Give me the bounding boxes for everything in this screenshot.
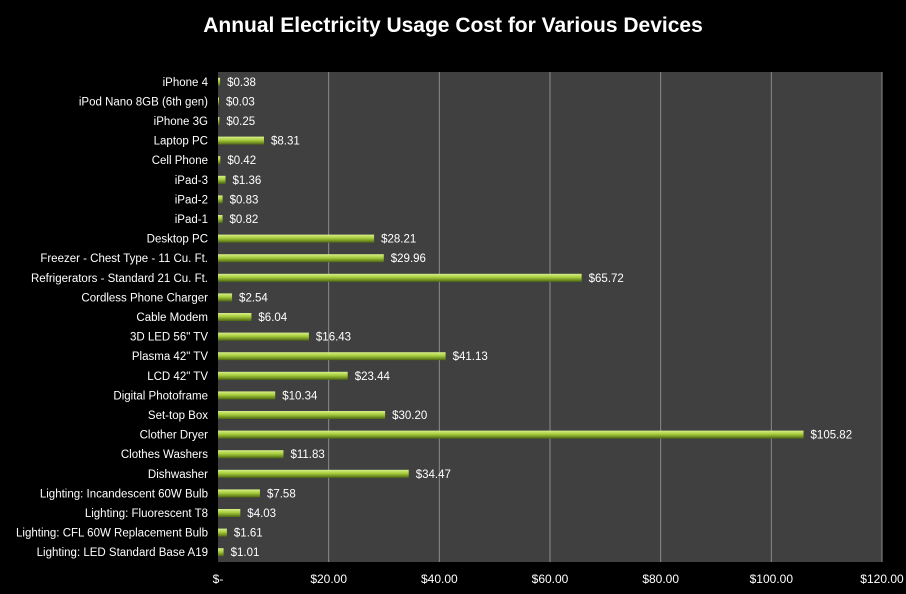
category-label: Lighting: Fluorescent T8 [85, 508, 208, 520]
bar [218, 273, 582, 282]
category-label: Clother Dryer [140, 430, 209, 442]
x-tick-label: $100.00 [750, 572, 794, 586]
value-label: $2.54 [239, 292, 268, 304]
bar [218, 371, 348, 380]
value-label: $30.20 [392, 410, 427, 422]
category-label: Cordless Phone Charger [81, 292, 208, 304]
value-label: $65.72 [589, 273, 624, 285]
bar [218, 489, 260, 498]
bar [218, 450, 284, 459]
category-label: Lighting: Incandescent 60W Bulb [40, 488, 208, 500]
bar [218, 136, 264, 145]
bar [218, 332, 309, 341]
category-labels: iPhone 4 iPod Nano 8GB (6th gen) iPhone 3G… [16, 77, 209, 559]
category-label: Digital Photoframe [113, 390, 208, 402]
x-tick-label: $80.00 [642, 572, 679, 586]
bar [218, 156, 221, 165]
value-label: $11.83 [290, 449, 324, 461]
bar [218, 430, 804, 439]
x-tick-label: $40.00 [421, 572, 458, 586]
value-label: $4.03 [247, 508, 276, 520]
bar [218, 352, 446, 361]
value-label: $0.03 [226, 96, 255, 108]
bar [218, 117, 220, 125]
value-label: $0.83 [230, 194, 259, 206]
bar [218, 548, 224, 557]
category-label: Refrigerators - Standard 21 Cu. Ft. [31, 273, 208, 285]
chart-title: Annual Electricity Usage Cost for Variou… [203, 14, 703, 37]
category-label: iPhone 3G [154, 116, 208, 128]
value-label: $0.42 [227, 155, 256, 167]
value-label: $41.13 [453, 351, 488, 363]
x-tick-label: $- [213, 572, 224, 586]
category-label: Lighting: CFL 60W Replacement Bulb [16, 528, 208, 540]
category-label: Plasma 42" TV [132, 351, 208, 363]
bar [218, 215, 223, 223]
bar [218, 175, 226, 184]
value-label: $8.31 [271, 136, 300, 148]
value-label: $34.47 [416, 469, 451, 481]
category-label: 3D LED 56" TV [130, 332, 208, 344]
bar [218, 313, 252, 321]
x-tick-label: $20.00 [310, 572, 347, 586]
bar [218, 411, 386, 419]
bar [218, 293, 233, 302]
category-label: Freezer - Chest Type - 11 Cu. Ft. [40, 253, 208, 265]
category-label: Cable Modem [136, 312, 208, 324]
value-label: $0.38 [227, 77, 256, 89]
value-label: $28.21 [381, 234, 416, 246]
bar [218, 469, 409, 478]
value-label: $105.82 [811, 430, 853, 442]
bar [218, 77, 221, 86]
x-axis-tick-labels: $- $20.00 $40.00 $60.00 $80.00 $100.00 $120.00 [213, 572, 904, 586]
value-label: $29.96 [391, 253, 426, 265]
bar [218, 234, 375, 243]
value-label: $6.04 [258, 312, 287, 324]
category-label: Laptop PC [154, 136, 208, 148]
category-label: iPad-2 [175, 194, 208, 206]
value-label: $10.34 [282, 390, 318, 402]
x-tick-label: $60.00 [532, 572, 569, 586]
category-label: iPad-3 [175, 175, 208, 187]
category-label: Lighting: LED Standard Base A19 [37, 547, 208, 559]
value-label: $0.25 [226, 116, 255, 128]
value-label: $7.58 [267, 488, 296, 500]
bar [218, 195, 223, 204]
category-label: Desktop PC [147, 234, 208, 246]
gridlines [328, 72, 883, 562]
value-label: $23.44 [355, 371, 391, 383]
bar [218, 391, 276, 400]
bar [218, 528, 227, 537]
value-label: $1.36 [233, 175, 262, 187]
bars [218, 77, 804, 557]
bar [218, 509, 241, 517]
value-labels: $0.38 $0.03 $0.25 $8.31 $0.42 $1.36 $0.83 $0.82… [226, 77, 852, 559]
category-label: Clothes Washers [121, 449, 208, 461]
value-label: $1.01 [231, 547, 260, 559]
category-label: Dishwasher [148, 469, 208, 481]
value-label: $0.82 [230, 214, 259, 226]
category-label: LCD 42" TV [147, 371, 208, 383]
bar [218, 254, 384, 263]
value-label: $1.61 [234, 528, 263, 540]
category-label: Set-top Box [148, 410, 208, 422]
category-label: iPod Nano 8GB (6th gen) [79, 96, 208, 108]
category-label: iPad-1 [175, 214, 208, 226]
category-label: iPhone 4 [163, 77, 209, 89]
value-label: $16.43 [316, 332, 351, 344]
x-tick-label: $120.00 [860, 572, 904, 586]
category-label: Cell Phone [152, 155, 208, 167]
bar [218, 97, 219, 106]
